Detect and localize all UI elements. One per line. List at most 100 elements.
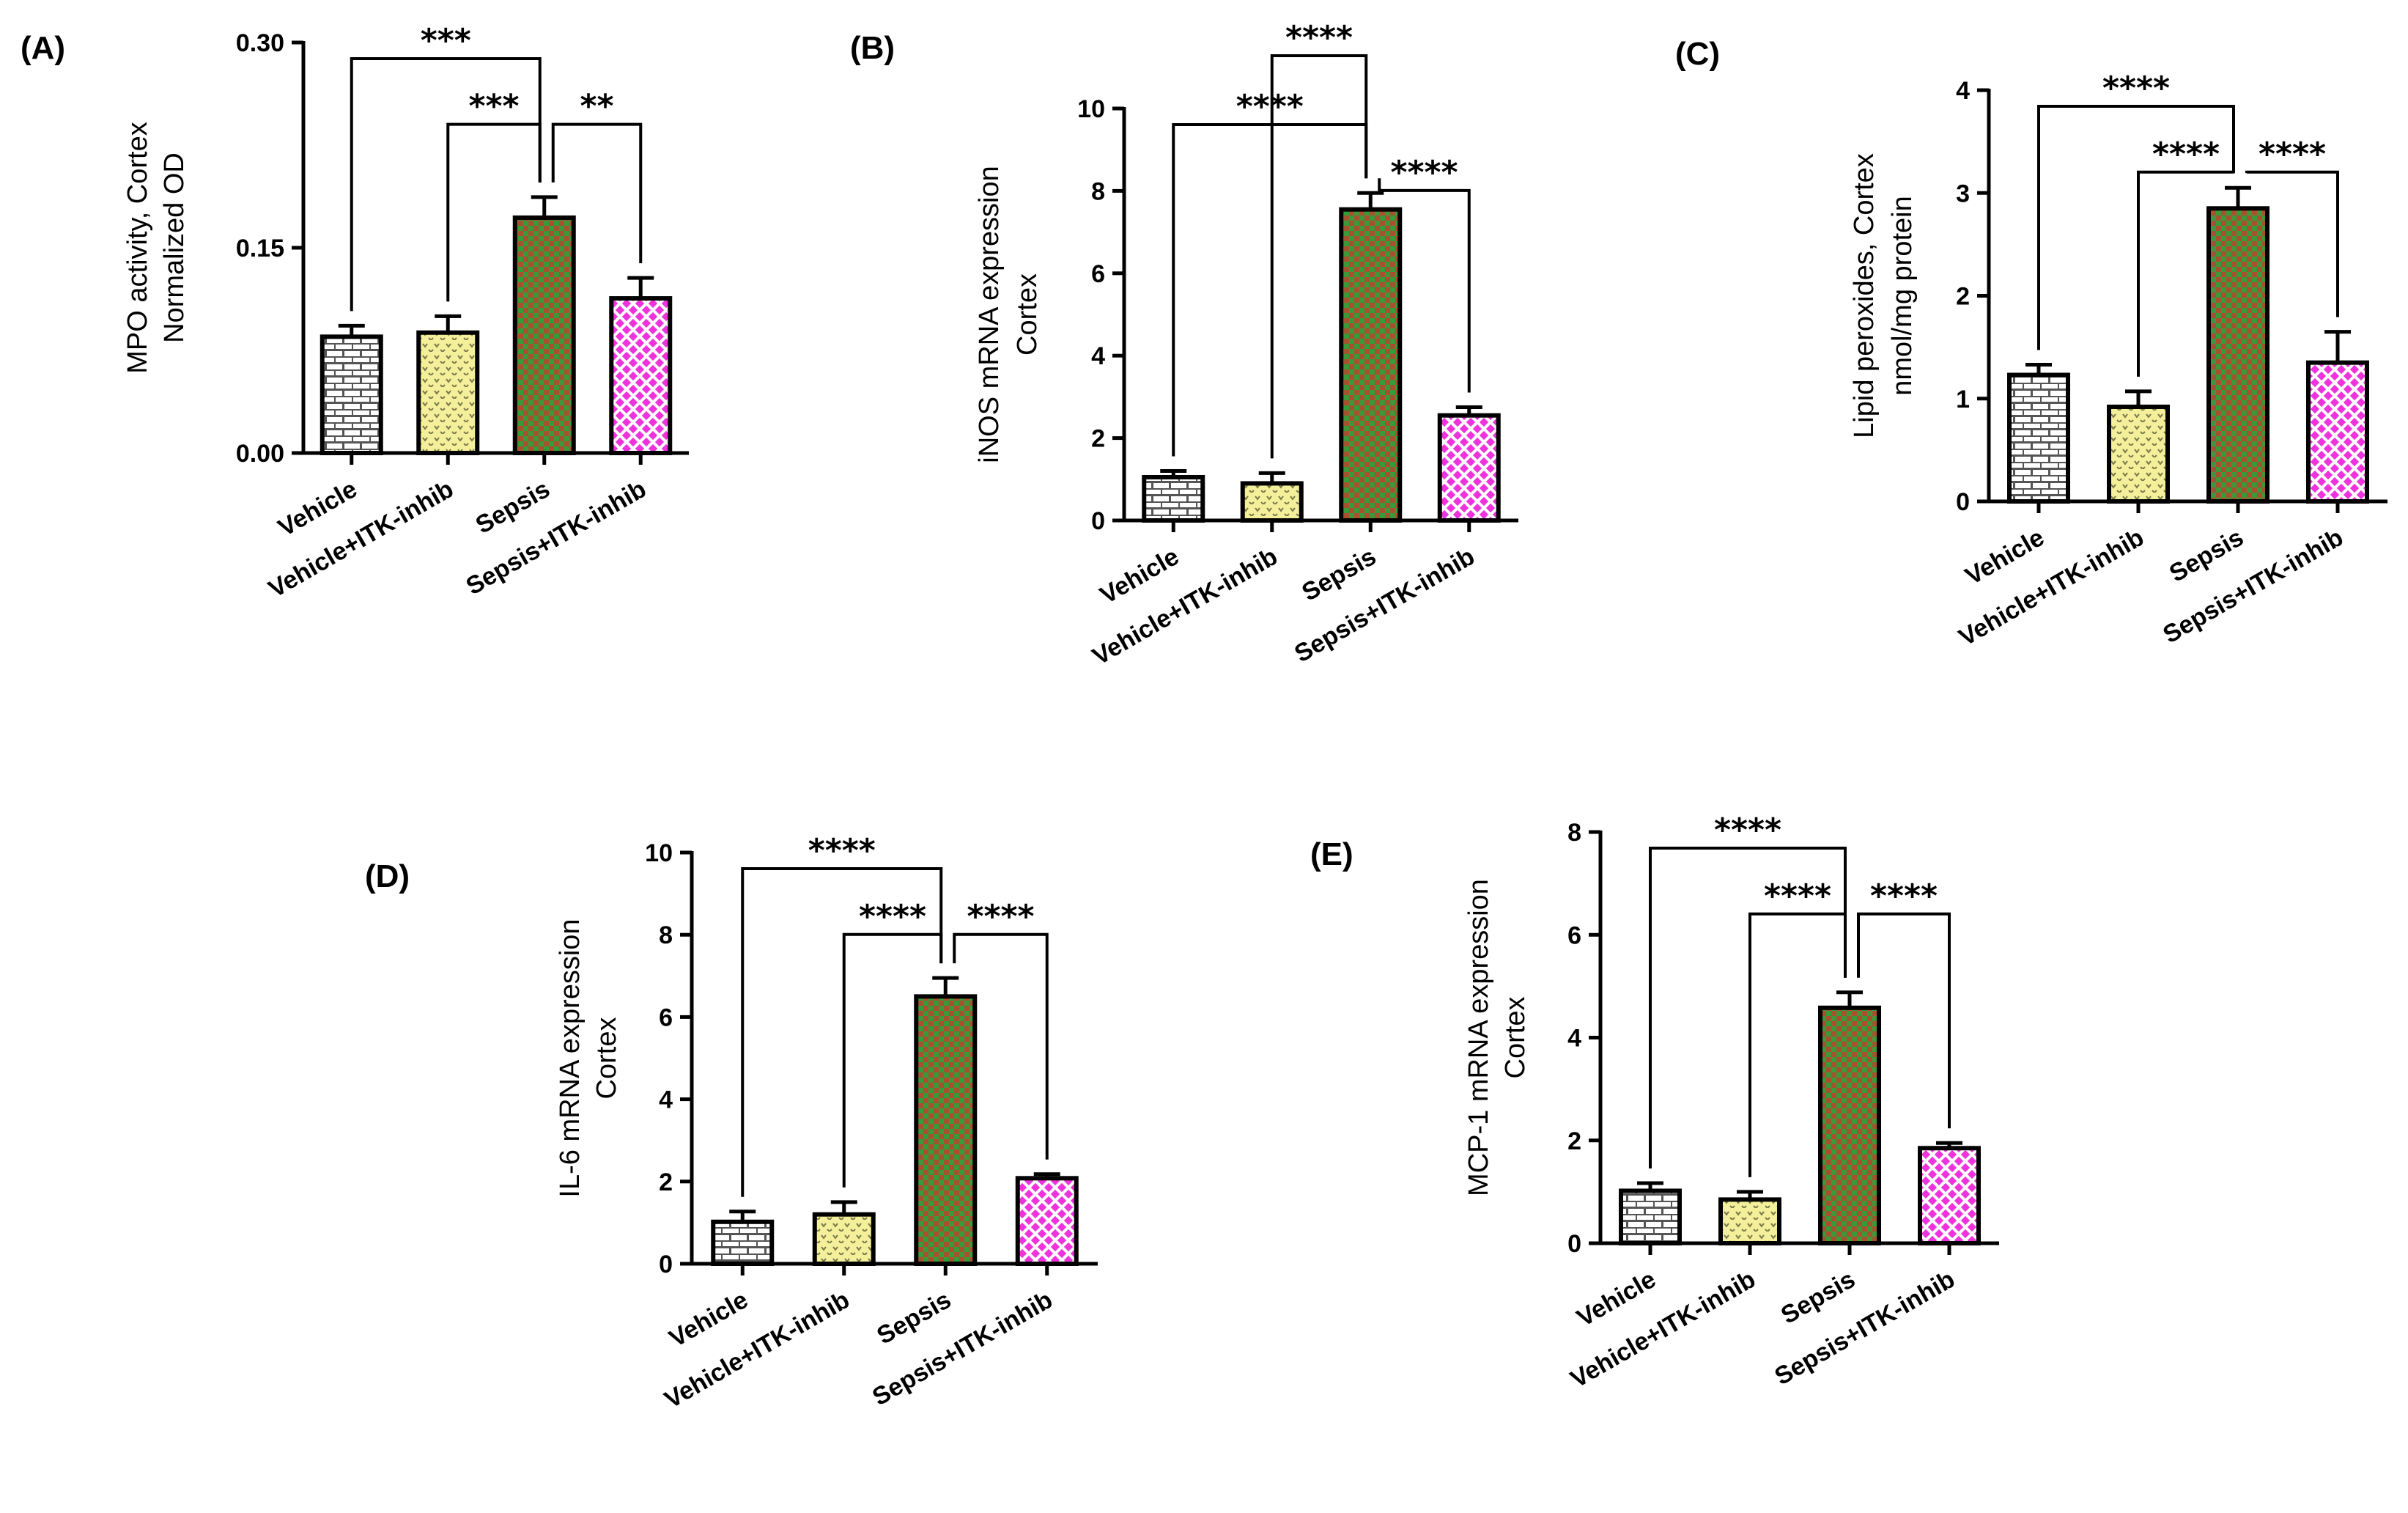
panel-label: (A) xyxy=(21,30,65,66)
y-axis-title: Normalized OD xyxy=(159,152,190,343)
x-category-label: Sepsis xyxy=(2165,523,2248,588)
error-bar xyxy=(1737,1190,1763,1200)
x-category-label: Sepsis+ITK-inhib xyxy=(1770,1265,1960,1391)
significance-bracket xyxy=(2245,170,2339,317)
bar-vehicle xyxy=(711,1219,775,1266)
bar-vehicle-itk xyxy=(1240,481,1304,523)
significance-bracket xyxy=(842,932,943,1188)
y-tick-label: 6 xyxy=(1091,260,1105,288)
y-tick-label: 2 xyxy=(1956,283,1970,311)
significance-bracket xyxy=(953,932,1049,1160)
error-bar xyxy=(435,314,462,333)
error-bar xyxy=(1033,1172,1060,1179)
error-bar xyxy=(338,323,365,337)
panel-label: (B) xyxy=(850,30,895,66)
bar-vehicle-itk xyxy=(416,330,480,455)
bar-vehicle-itk xyxy=(2107,404,2170,504)
error-bar xyxy=(2225,185,2251,209)
x-category-label: Sepsis+ITK-inhib xyxy=(1290,542,1480,668)
y-axis-title: Cortex xyxy=(1012,273,1043,356)
y-tick-label: 4 xyxy=(1091,342,1105,370)
significance-label: *** xyxy=(421,22,471,59)
significance-label: **** xyxy=(1236,88,1304,125)
bar-vehicle xyxy=(320,334,383,456)
bar-sepsis xyxy=(512,215,576,455)
significance-label: **** xyxy=(1714,811,1781,849)
significance-label: **** xyxy=(2102,70,2170,107)
bar-sepsis xyxy=(1339,207,1403,523)
y-axis-title: Lipid peroxides, Cortex xyxy=(1849,153,1880,438)
error-bar xyxy=(2125,389,2152,407)
bar-sepsis xyxy=(2206,206,2269,504)
bar-sepsis-itk xyxy=(1437,413,1501,523)
x-category-label: Sepsis+ITK-inhib xyxy=(868,1286,1057,1411)
bar-vehicle xyxy=(1619,1188,1682,1246)
y-tick-label: 1 xyxy=(1956,386,1970,413)
y-tick-label: 10 xyxy=(1077,95,1105,123)
bar-sepsis xyxy=(1818,1005,1881,1245)
bar-sepsis xyxy=(914,994,978,1266)
y-axis-title: iNOS mRNA expression xyxy=(974,166,1005,463)
significance-bracket xyxy=(551,122,643,264)
significance-bracket xyxy=(1172,123,1368,457)
error-bar xyxy=(729,1210,756,1222)
error-bar xyxy=(627,276,654,299)
bar-vehicle xyxy=(1142,474,1205,523)
significance-label: **** xyxy=(1870,877,1938,915)
y-tick-label: 0 xyxy=(1567,1230,1581,1258)
significance-label: **** xyxy=(2152,136,2220,173)
bar-sepsis-itk xyxy=(1918,1146,1981,1246)
panel-label: (C) xyxy=(1675,36,1720,72)
error-bar xyxy=(1357,191,1384,210)
error-bar xyxy=(2025,362,2052,375)
error-bar xyxy=(1836,990,1863,1008)
bar-vehicle-itk xyxy=(1718,1197,1781,1246)
significance-bracket xyxy=(741,867,943,1197)
y-tick-label: 10 xyxy=(645,839,673,867)
y-tick-label: 0 xyxy=(659,1251,673,1278)
significance-label: **** xyxy=(1390,154,1458,191)
significance-label: **** xyxy=(967,898,1034,935)
x-category-label: Vehicle+ITK-inhib xyxy=(1954,523,2149,652)
bar-sepsis-itk xyxy=(609,296,673,456)
error-bar xyxy=(1936,1141,1962,1149)
y-axis-title: MCP-1 mRNA expression xyxy=(1463,879,1494,1196)
y-tick-label: 4 xyxy=(1956,77,1970,105)
significance-label: **** xyxy=(859,898,926,935)
significance-bracket xyxy=(446,122,542,302)
significance-bracket xyxy=(1270,54,1368,459)
y-tick-label: 4 xyxy=(1567,1025,1581,1053)
significance-bracket xyxy=(350,57,542,312)
significance-label: **** xyxy=(2259,136,2326,173)
error-bar xyxy=(1455,405,1482,416)
y-axis-title: MPO activity, Cortex xyxy=(122,122,153,373)
x-category-label: Sepsis xyxy=(1776,1265,1860,1330)
x-category-label: Vehicle+ITK-inhib xyxy=(1566,1265,1760,1394)
x-category-label: Vehicle xyxy=(665,1286,753,1353)
x-category-label: Sepsis+ITK-inhib xyxy=(2158,523,2348,649)
y-axis-title: Cortex xyxy=(591,1017,622,1100)
error-bar xyxy=(830,1200,857,1215)
y-tick-label: 3 xyxy=(1956,180,1970,207)
bar-sepsis-itk xyxy=(2306,360,2369,504)
y-tick-label: 6 xyxy=(659,1004,673,1031)
significance-bracket xyxy=(1378,178,1471,393)
x-category-label: Sepsis+ITK-inhib xyxy=(462,475,651,600)
significance-label: **** xyxy=(1764,877,1831,915)
bar-vehicle xyxy=(2007,372,2070,504)
x-category-label: Vehicle+ITK-inhib xyxy=(660,1286,854,1414)
y-tick-label: 8 xyxy=(1091,177,1105,205)
y-tick-label: 0.15 xyxy=(236,235,284,262)
significance-label: ** xyxy=(580,88,613,125)
x-category-label: Sepsis xyxy=(872,1286,956,1350)
significance-bracket xyxy=(1748,912,1847,1177)
y-tick-label: 0 xyxy=(1091,507,1105,535)
y-tick-label: 6 xyxy=(1567,921,1581,949)
bar-vehicle-itk xyxy=(812,1212,876,1267)
x-category-label: Sepsis xyxy=(1297,542,1381,607)
